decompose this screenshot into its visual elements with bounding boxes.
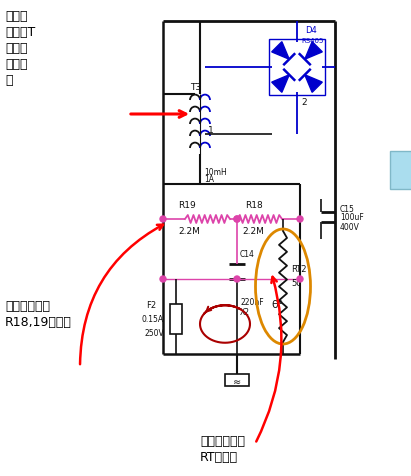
Polygon shape [305, 42, 322, 60]
Text: 1: 1 [208, 126, 214, 135]
Text: 100uF: 100uF [340, 213, 364, 221]
Text: 0.15A: 0.15A [141, 314, 163, 323]
Polygon shape [272, 42, 289, 60]
Bar [225, 374, 249, 386]
Circle shape [234, 217, 240, 223]
Text: 1A: 1A [204, 175, 214, 184]
Text: 脉冲电
流造成T
内阻的
损耗加
大: 脉冲电 流造成T 内阻的 损耗加 大 [5, 10, 35, 87]
Circle shape [160, 277, 166, 282]
Text: 50: 50 [291, 278, 302, 287]
Circle shape [160, 217, 166, 223]
Text: 400V: 400V [340, 223, 360, 231]
Bar [170, 304, 182, 334]
Text: D4: D4 [305, 26, 317, 35]
Text: C14: C14 [240, 249, 255, 258]
Text: 250V: 250V [144, 328, 164, 337]
Circle shape [297, 217, 303, 223]
Text: 10mH: 10mH [204, 168, 227, 177]
Circle shape [297, 277, 303, 282]
Polygon shape [272, 76, 289, 93]
Text: 无功电流造成
RT的损耗: 无功电流造成 RT的损耗 [200, 434, 245, 463]
Text: X2: X2 [240, 307, 250, 317]
Circle shape [234, 277, 240, 282]
Text: 2.2M: 2.2M [178, 227, 200, 236]
Bar [390, 152, 411, 189]
Bar [269, 40, 325, 96]
Text: C15: C15 [340, 205, 355, 214]
Text: 2: 2 [301, 98, 307, 107]
Text: 220nF: 220nF [240, 298, 263, 307]
Text: F2: F2 [146, 300, 156, 309]
Text: 交流电压造成
R18,19的损耗: 交流电压造成 R18,19的损耗 [5, 299, 72, 328]
Text: RT2: RT2 [291, 265, 307, 274]
Text: θ°: θ° [271, 299, 283, 309]
Text: RS405: RS405 [301, 38, 323, 44]
Text: 2.2M: 2.2M [242, 227, 264, 236]
Polygon shape [305, 76, 322, 93]
Text: R18: R18 [245, 200, 263, 209]
Circle shape [234, 217, 240, 223]
Text: R19: R19 [178, 200, 196, 209]
Text: ≈: ≈ [233, 376, 241, 386]
Text: T3: T3 [190, 83, 201, 92]
